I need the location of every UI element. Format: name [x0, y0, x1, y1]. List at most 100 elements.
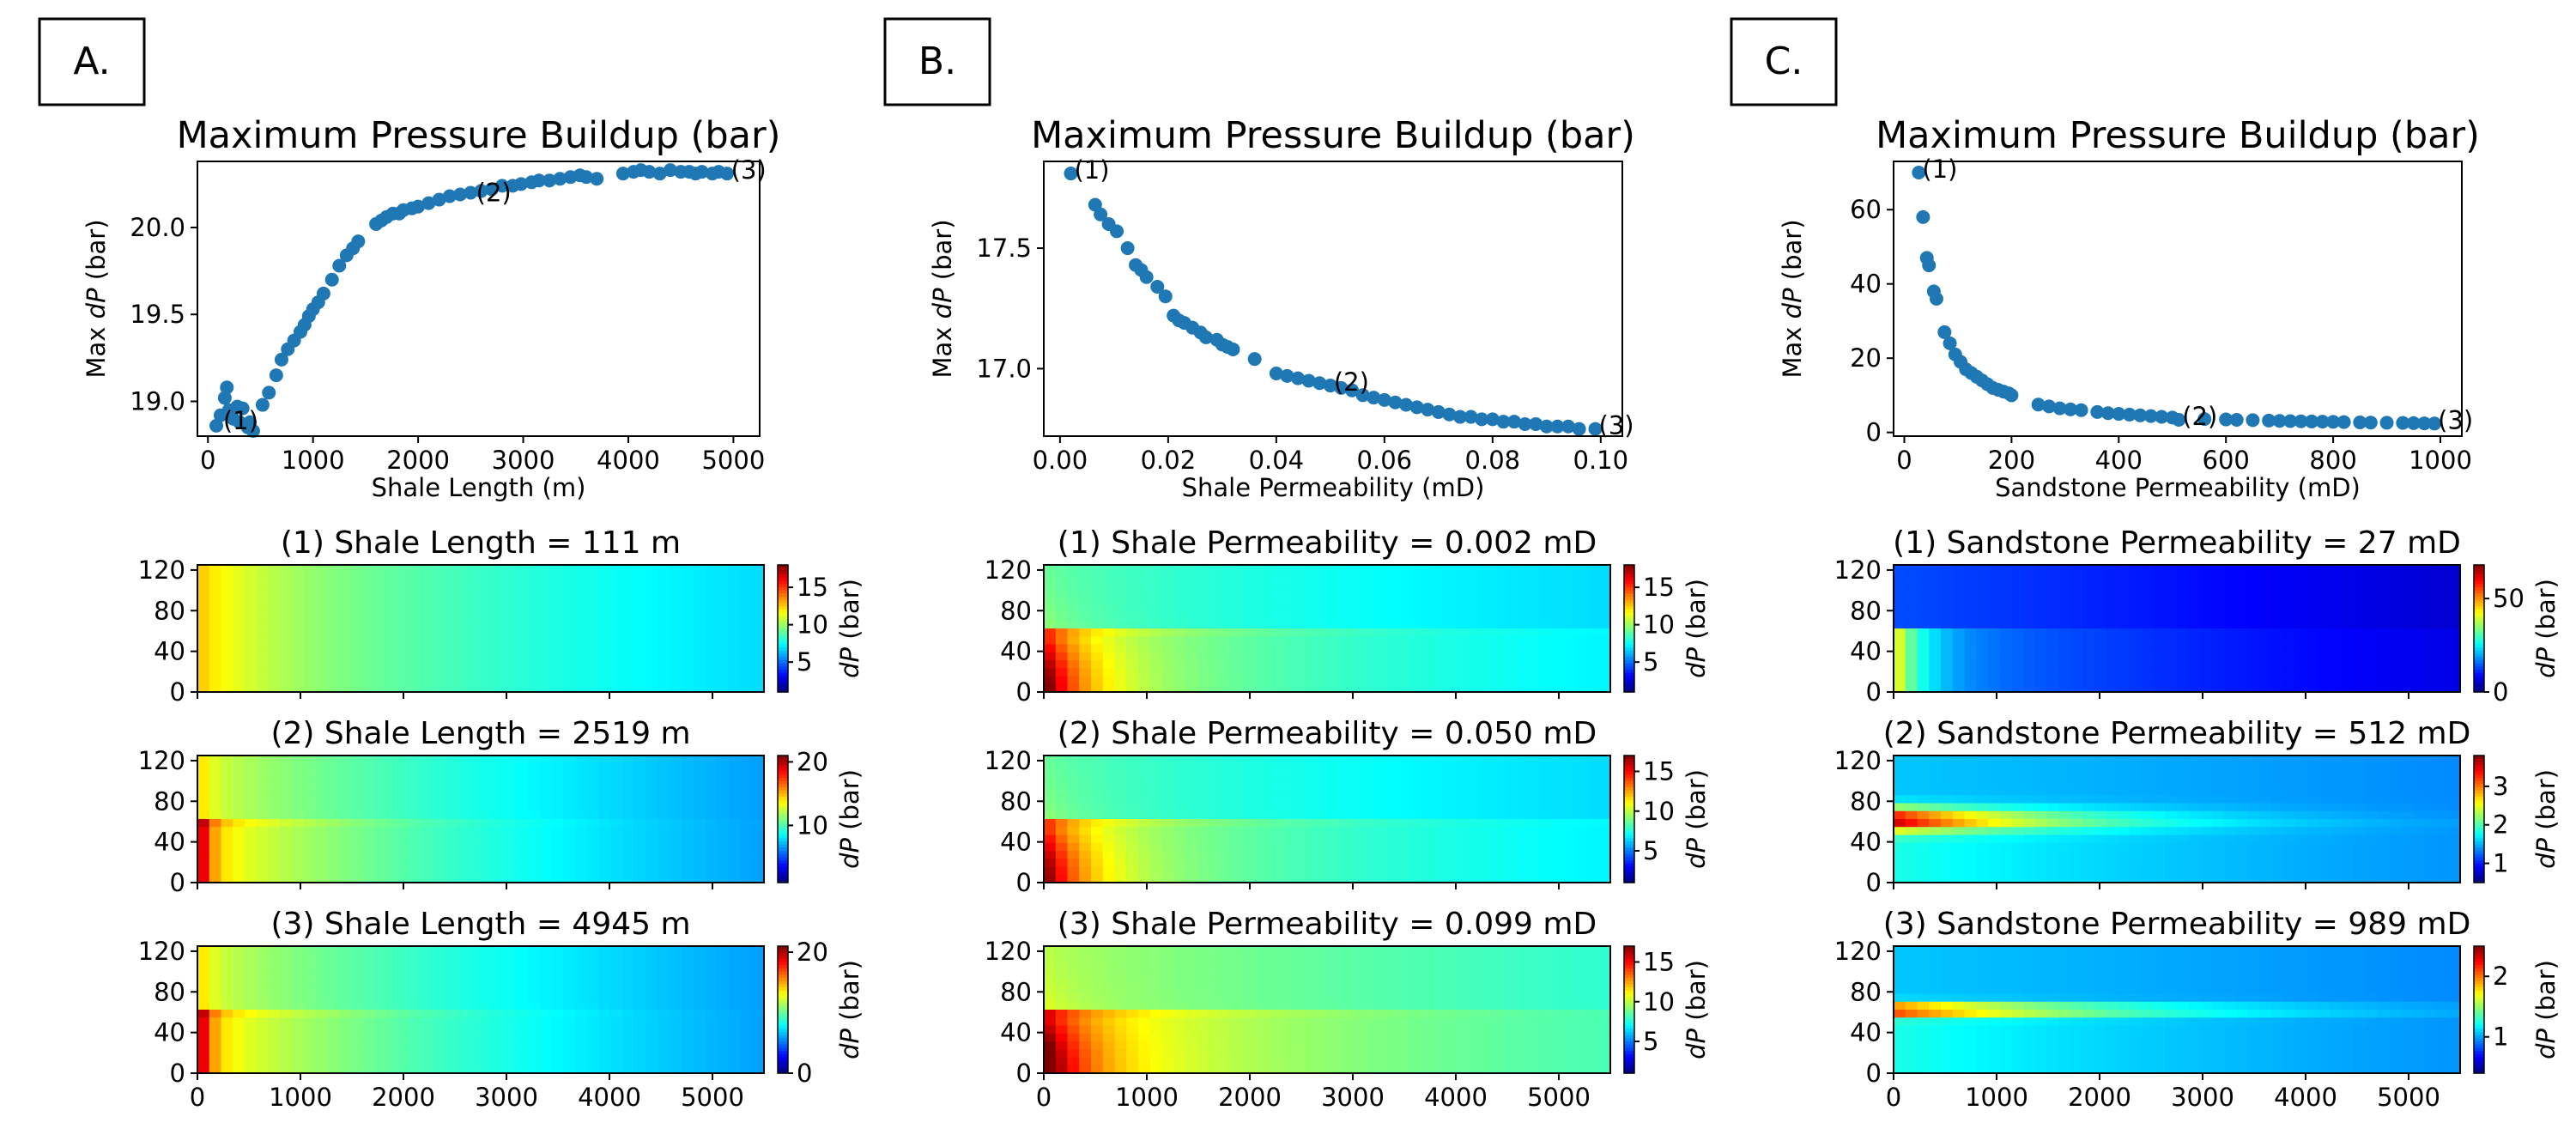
- heatmap-cell: [1280, 660, 1293, 669]
- heatmap-cell: [1209, 787, 1221, 796]
- heatmap-cell: [1397, 993, 1410, 1003]
- colorbar-segment: [778, 670, 788, 674]
- heatmap-cell: [1338, 628, 1352, 637]
- heatmap-cell: [233, 874, 245, 883]
- heatmap-cell: [717, 683, 730, 693]
- heatmap-cell: [1185, 986, 1198, 995]
- heatmap-cell: [551, 620, 564, 629]
- heatmap-cell: [705, 819, 718, 828]
- heatmap-cell: [575, 851, 588, 859]
- heatmap-cell: [1492, 668, 1505, 677]
- heatmap-cell: [1539, 787, 1552, 796]
- heatmap-cell: [1291, 993, 1305, 1003]
- heatmap-cell: [362, 978, 375, 986]
- heatmap-cell: [1469, 1017, 1482, 1027]
- heatmap-cell: [504, 668, 517, 677]
- heatmap-cell: [469, 580, 482, 590]
- heatmap-cell: [469, 962, 482, 971]
- heatmap-cell: [327, 851, 340, 859]
- heatmap-cell: [209, 859, 222, 868]
- heatmap-cell: [1338, 612, 1352, 622]
- heatmap-cell: [551, 636, 564, 646]
- heatmap-cell: [693, 628, 706, 637]
- heatmap-cell: [551, 842, 564, 852]
- heatmap-cell: [539, 969, 553, 979]
- heatmap-cell: [610, 978, 623, 986]
- heatmap-cell: [1197, 803, 1210, 812]
- heatmap-cell: [670, 946, 682, 955]
- heatmap-cell: [1185, 1001, 1198, 1011]
- heatmap-cell: [705, 986, 718, 995]
- heatmap-cell: [1480, 1065, 1494, 1074]
- heatmap-cell: [1173, 620, 1186, 629]
- heatmap-cell: [705, 827, 718, 836]
- heatmap-cell: [339, 954, 352, 963]
- y-tick-label: 20.0: [130, 213, 185, 242]
- heatmap-cell: [1303, 803, 1316, 812]
- heatmap-cell: [575, 819, 588, 828]
- heatmap-cell: [1209, 588, 1221, 598]
- heatmap-cell: [1244, 628, 1258, 637]
- heatmap-cell: [445, 644, 458, 653]
- heatmap-cell: [1114, 842, 1127, 852]
- heatmap-cell: [693, 986, 706, 995]
- heatmap-cell: [1221, 827, 1233, 836]
- heatmap-cell: [1055, 795, 1069, 804]
- heatmap-cell: [339, 668, 352, 677]
- heatmap-cell: [1315, 1001, 1328, 1011]
- heatmap-cell: [1055, 866, 1069, 876]
- heatmap-cell: [433, 588, 446, 598]
- heatmap-cell: [469, 946, 482, 955]
- heatmap-cell: [457, 652, 470, 661]
- y-tick-label: 0: [1016, 677, 1032, 707]
- heatmap-cell: [1044, 620, 1057, 629]
- heatmap-cell: [1539, 660, 1552, 669]
- heatmap-cell: [1091, 779, 1104, 788]
- heatmap-cell: [693, 1033, 706, 1042]
- heatmap-cell: [1185, 954, 1198, 963]
- heatmap-cell: [1149, 612, 1163, 622]
- heatmap-cell: [209, 660, 222, 669]
- heatmap-cell: [256, 756, 270, 764]
- heatmap-cell: [1421, 676, 1434, 685]
- heatmap-cell: [256, 683, 270, 693]
- heatmap-cell: [1209, 683, 1221, 693]
- heatmap-cell: [728, 628, 742, 637]
- heatmap-cell: [598, 652, 611, 661]
- heatmap-cell: [1197, 993, 1210, 1003]
- heatmap-cell: [1516, 842, 1529, 852]
- heatmap-cell: [598, 668, 611, 677]
- heatmap-cell: [256, 604, 270, 614]
- heatmap-cell: [1291, 660, 1305, 669]
- heatmap-cell: [397, 962, 411, 971]
- heatmap-cell: [586, 859, 600, 868]
- heatmap-cell: [1516, 683, 1529, 693]
- heatmap-cell: [221, 573, 233, 582]
- heatmap-cell: [1315, 803, 1328, 812]
- heatmap-cell: [421, 756, 434, 764]
- heatmap-cell: [740, 771, 753, 780]
- heatmap-cell: [1397, 580, 1410, 590]
- heatmap-cell: [1197, 771, 1210, 780]
- heatmap-cell: [1221, 859, 1233, 868]
- heatmap-cell: [1197, 588, 1210, 598]
- heatmap-cell: [610, 874, 623, 883]
- heatmap-cell: [350, 597, 364, 605]
- heatmap-cell: [374, 604, 387, 614]
- heatmap-cell: [339, 962, 352, 971]
- heatmap-cell: [1197, 1033, 1210, 1042]
- heatmap-cell: [292, 565, 305, 574]
- heatmap-cell: [1244, 1025, 1258, 1035]
- heatmap-cell: [728, 652, 742, 661]
- heatmap-cell: [670, 851, 682, 859]
- heatmap-cell: [1102, 612, 1116, 622]
- heatmap-cell: [563, 993, 576, 1003]
- heatmap-cell: [1445, 636, 1458, 646]
- heatmap-cell: [1551, 676, 1564, 685]
- heatmap-cell: [516, 612, 529, 622]
- heatmap-cell: [386, 874, 399, 883]
- colorbar-segment: [1624, 787, 1634, 792]
- colorbar-label-unit: (bar): [835, 960, 864, 1029]
- heatmap-cell: [681, 810, 694, 820]
- heatmap-cell: [1469, 859, 1482, 868]
